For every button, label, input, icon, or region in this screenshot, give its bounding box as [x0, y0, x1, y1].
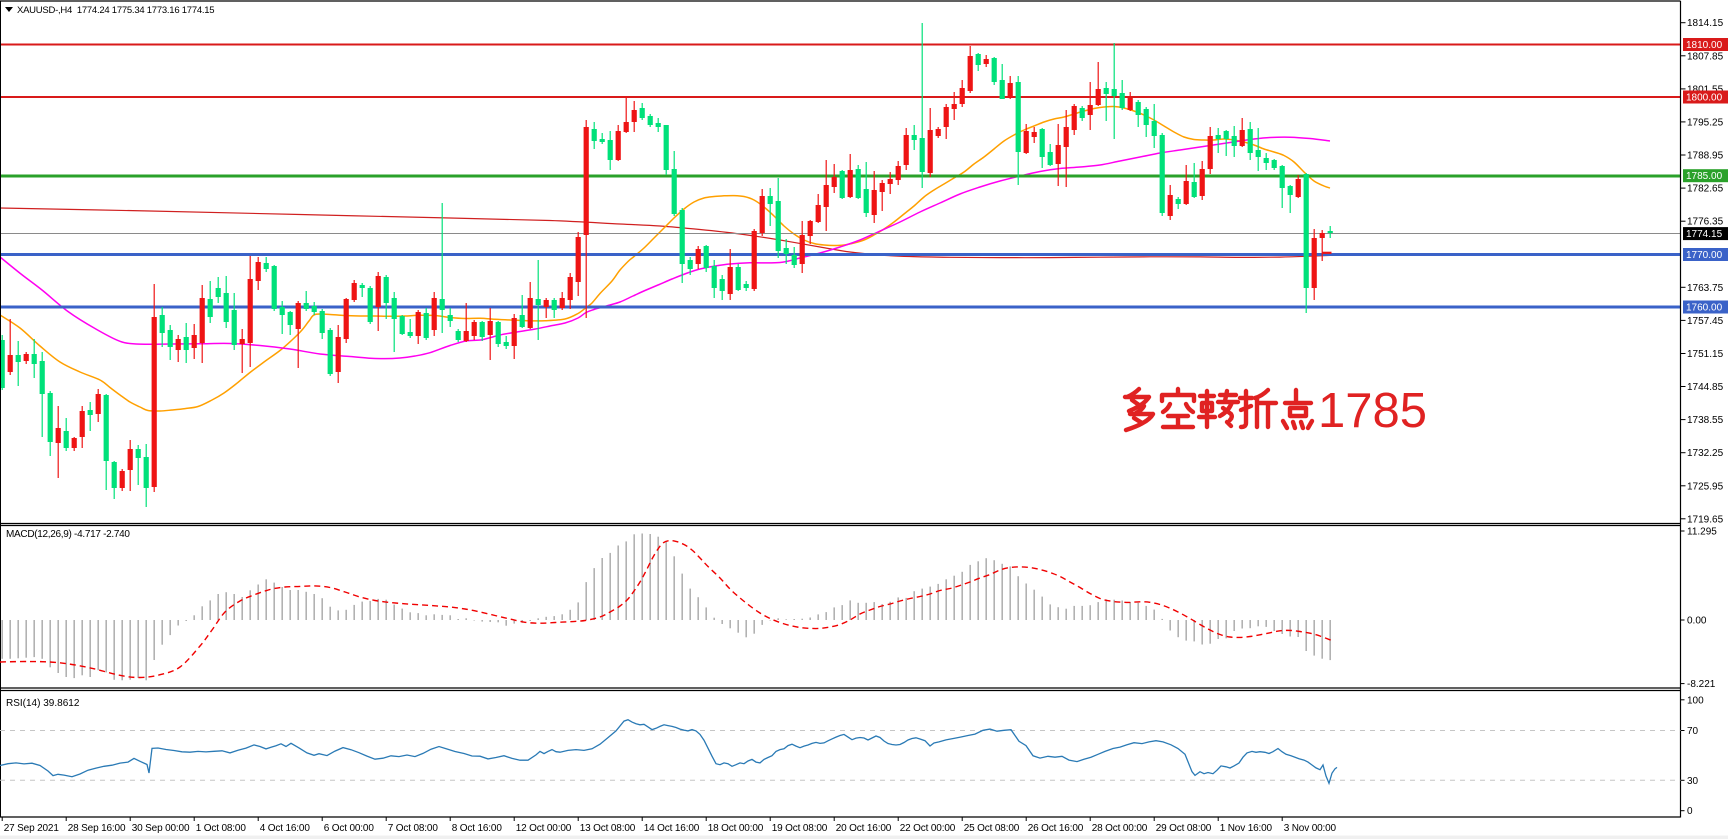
svg-text:8 Oct 16:00: 8 Oct 16:00 [452, 823, 503, 834]
svg-text:1785.00: 1785.00 [1686, 171, 1723, 182]
svg-text:0: 0 [1687, 806, 1693, 817]
svg-text:1810.00: 1810.00 [1686, 40, 1723, 51]
svg-text:1 Nov 16:00: 1 Nov 16:00 [1220, 823, 1273, 834]
svg-text:1785: 1785 [1318, 384, 1427, 438]
svg-text:29 Oct 08:00: 29 Oct 08:00 [1156, 823, 1212, 834]
svg-text:22 Oct 00:00: 22 Oct 00:00 [900, 823, 956, 834]
svg-text:1719.65: 1719.65 [1687, 514, 1724, 525]
svg-text:XAUUSD-,H4 1774.24 1775.34 17: XAUUSD-,H4 1774.24 1775.34 1773.16 1774.… [17, 5, 214, 16]
svg-text:28 Sep 16:00: 28 Sep 16:00 [68, 823, 126, 834]
svg-text:1763.75: 1763.75 [1687, 283, 1724, 294]
svg-text:1744.85: 1744.85 [1687, 382, 1724, 393]
svg-text:13 Oct 08:00: 13 Oct 08:00 [580, 823, 636, 834]
svg-text:1788.95: 1788.95 [1687, 151, 1724, 162]
svg-text:1774.15: 1774.15 [1686, 229, 1723, 240]
svg-text:14 Oct 16:00: 14 Oct 16:00 [644, 823, 700, 834]
svg-text:25 Oct 08:00: 25 Oct 08:00 [964, 823, 1020, 834]
svg-text:11.295: 11.295 [1687, 527, 1717, 538]
svg-text:0.00: 0.00 [1687, 616, 1707, 627]
svg-text:1732.25: 1732.25 [1687, 448, 1724, 459]
svg-text:1782.65: 1782.65 [1687, 184, 1724, 195]
svg-text:1776.35: 1776.35 [1687, 217, 1724, 228]
svg-text:4 Oct 16:00: 4 Oct 16:00 [260, 823, 311, 834]
svg-text:30 Sep 00:00: 30 Sep 00:00 [132, 823, 190, 834]
svg-text:1801.55: 1801.55 [1687, 84, 1724, 95]
svg-text:30: 30 [1687, 776, 1699, 787]
svg-text:MACD(12,26,9) -4.717 -2.740: MACD(12,26,9) -4.717 -2.740 [6, 529, 130, 540]
svg-text:28 Oct 00:00: 28 Oct 00:00 [1092, 823, 1148, 834]
svg-text:12 Oct 00:00: 12 Oct 00:00 [516, 823, 572, 834]
svg-text:RSI(14) 39.8612: RSI(14) 39.8612 [6, 698, 80, 709]
svg-text:1814.15: 1814.15 [1687, 18, 1724, 29]
svg-text:1807.85: 1807.85 [1687, 51, 1724, 62]
svg-text:1 Oct 08:00: 1 Oct 08:00 [196, 823, 247, 834]
svg-text:1760.00: 1760.00 [1686, 303, 1723, 314]
svg-text:26 Oct 16:00: 26 Oct 16:00 [1028, 823, 1084, 834]
svg-text:1757.45: 1757.45 [1687, 316, 1724, 327]
svg-text:1800.00: 1800.00 [1686, 93, 1723, 104]
svg-text:3 Nov 00:00: 3 Nov 00:00 [1284, 823, 1337, 834]
svg-text:18 Oct 00:00: 18 Oct 00:00 [708, 823, 764, 834]
svg-text:70: 70 [1687, 726, 1699, 737]
svg-text:1795.25: 1795.25 [1687, 117, 1724, 128]
svg-text:19 Oct 08:00: 19 Oct 08:00 [772, 823, 828, 834]
svg-text:27 Sep 2021: 27 Sep 2021 [4, 823, 60, 834]
svg-text:-8.221: -8.221 [1687, 679, 1716, 690]
svg-text:6 Oct 00:00: 6 Oct 00:00 [324, 823, 375, 834]
svg-text:100: 100 [1687, 695, 1704, 706]
svg-text:20 Oct 16:00: 20 Oct 16:00 [836, 823, 892, 834]
svg-text:7 Oct 08:00: 7 Oct 08:00 [388, 823, 439, 834]
svg-text:1725.95: 1725.95 [1687, 481, 1724, 492]
svg-text:1738.55: 1738.55 [1687, 415, 1724, 426]
svg-text:1770.00: 1770.00 [1686, 250, 1723, 261]
svg-text:1751.15: 1751.15 [1687, 349, 1724, 360]
